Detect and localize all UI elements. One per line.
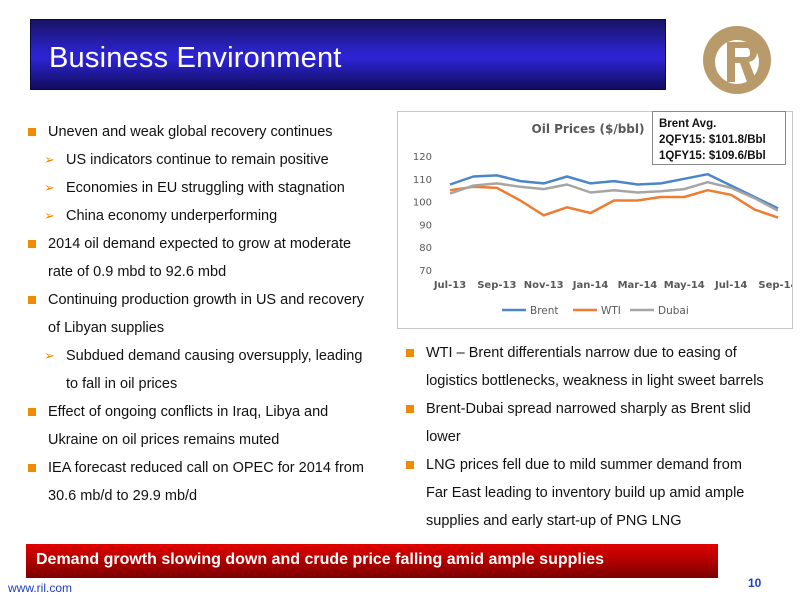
x-tick-label: Sep-13 xyxy=(477,280,516,291)
bullet-text: Continuing production growth in US and r… xyxy=(48,292,364,308)
x-tick-label: May-14 xyxy=(664,280,705,291)
y-tick-label: 70 xyxy=(419,266,432,277)
bullet-item: Brent-Dubai spread narrowed sharply as B… xyxy=(400,395,790,423)
summary-banner: Demand growth slowing down and crude pri… xyxy=(26,544,718,578)
reliance-logo-icon xyxy=(703,26,771,94)
bullet-text: logistics bottlenecks, weakness in light… xyxy=(426,373,764,389)
y-tick-label: 100 xyxy=(413,198,432,209)
bullet-item: 2014 oil demand expected to grow at mode… xyxy=(22,230,394,258)
title-bar: Business Environment xyxy=(30,19,666,90)
bullet-text: US indicators continue to remain positiv… xyxy=(66,152,329,168)
bullet-item: supplies and early start-up of PNG LNG xyxy=(400,507,790,535)
y-tick-label: 110 xyxy=(413,175,432,186)
arrow-bullet-icon: ➢ xyxy=(44,152,55,167)
bullet-text: of Libyan supplies xyxy=(48,320,165,336)
bullet-text: LNG prices fell due to mild summer deman… xyxy=(426,457,742,473)
bullet-item: WTI – Brent differentials narrow due to … xyxy=(400,339,790,367)
bullet-text: Brent-Dubai spread narrowed sharply as B… xyxy=(426,401,751,417)
bullet-item: Ukraine on oil prices remains muted xyxy=(22,426,394,454)
right-bullet-list: WTI – Brent differentials narrow due to … xyxy=(400,339,790,535)
bullet-text: China economy underperforming xyxy=(66,208,278,224)
bullet-text: WTI – Brent differentials narrow due to … xyxy=(426,345,737,361)
x-tick-label: Jan-14 xyxy=(572,280,609,291)
arrow-bullet-icon: ➢ xyxy=(44,348,55,363)
series-line-wti xyxy=(449,185,779,219)
bullet-item: Far East leading to inventory build up a… xyxy=(400,479,790,507)
bullet-item: ➢ US indicators continue to remain positi… xyxy=(22,146,394,174)
bullet-item: logistics bottlenecks, weakness in light… xyxy=(400,367,790,395)
x-tick-label: Sep-14 xyxy=(758,280,792,291)
bullet-text: Uneven and weak global recovery continue… xyxy=(48,124,333,140)
bullet-item: Uneven and weak global recovery continue… xyxy=(22,118,394,146)
y-tick-label: 120 xyxy=(413,152,432,163)
bullet-item: 30.6 mb/d to 29.9 mb/d xyxy=(22,482,394,510)
bullet-text: 30.6 mb/d to 29.9 mb/d xyxy=(48,488,198,504)
y-tick-label: 80 xyxy=(419,243,432,254)
page-number: 10 xyxy=(748,576,762,590)
legend-label-wti: WTI xyxy=(601,305,621,317)
bullet-text: Effect of ongoing conflicts in Iraq, Lib… xyxy=(48,404,329,420)
bullet-text: IEA forecast reduced call on OPEC for 20… xyxy=(48,460,364,476)
chart-title: Oil Prices ($/bbl) xyxy=(532,122,645,136)
bullet-text: Far East leading to inventory build up a… xyxy=(426,485,745,501)
bullet-text: Subdued demand causing oversupply, leadi… xyxy=(66,348,363,364)
summary-banner-text: Demand growth slowing down and crude pri… xyxy=(36,551,605,568)
bullet-item: of Libyan supplies xyxy=(22,314,394,342)
bullet-text: Ukraine on oil prices remains muted xyxy=(48,432,280,448)
left-bullet-list: Uneven and weak global recovery continue… xyxy=(22,118,394,510)
square-bullet-icon xyxy=(28,408,36,416)
bullet-item: LNG prices fell due to mild summer deman… xyxy=(400,451,790,479)
bullet-text: rate of 0.9 mbd to 92.6 mbd xyxy=(48,264,227,280)
arrow-bullet-icon: ➢ xyxy=(44,180,55,195)
callout-line3: 1QFY15: $109.6/Bbl xyxy=(659,150,766,162)
bullet-item: lower xyxy=(400,423,790,451)
bullet-text: 2014 oil demand expected to grow at mode… xyxy=(48,236,352,252)
y-tick-label: 90 xyxy=(419,220,432,231)
square-bullet-icon xyxy=(28,128,36,136)
bullet-item: to fall in oil prices xyxy=(22,370,394,398)
x-tick-label: Mar-14 xyxy=(618,280,658,291)
footer-url-link[interactable]: www.ril.com xyxy=(8,581,73,595)
square-bullet-icon xyxy=(406,349,414,357)
bullet-item: Continuing production growth in US and r… xyxy=(22,286,394,314)
bullet-text: to fall in oil prices xyxy=(66,376,178,392)
square-bullet-icon xyxy=(28,240,36,248)
bullet-item: ➢ China economy underperforming xyxy=(22,202,394,230)
square-bullet-icon xyxy=(28,464,36,472)
arrow-bullet-icon: ➢ xyxy=(44,208,55,223)
legend-label-dubai: Dubai xyxy=(658,305,689,317)
series-line-brent xyxy=(449,172,779,210)
x-tick-label: Nov-13 xyxy=(524,280,564,291)
series-line-dubai xyxy=(449,180,779,212)
page-title: Business Environment xyxy=(49,42,342,74)
callout-line2: 2QFY15: $101.8/Bbl xyxy=(659,134,766,146)
bullet-text: Economies in EU struggling with stagnati… xyxy=(66,180,345,196)
oil-price-chart-svg: Oil Prices ($/bbl) 70 80 90 100 110 120 Jul-13 S… xyxy=(413,122,792,317)
bullet-item: Effect of ongoing conflicts in Iraq, Lib… xyxy=(22,398,394,426)
bullet-text: supplies and early start-up of PNG LNG xyxy=(426,513,682,529)
bullet-text: lower xyxy=(426,429,461,445)
square-bullet-icon xyxy=(406,461,414,469)
x-tick-label: Jul-13 xyxy=(433,280,466,291)
callout-line1: Brent Avg. xyxy=(659,118,717,130)
bullet-item: ➢ Economies in EU struggling with stagnat… xyxy=(22,174,394,202)
x-tick-label: Jul-14 xyxy=(714,280,747,291)
brent-average-callout: Brent Avg. 2QFY15: $101.8/Bbl 1QFY15: $1… xyxy=(652,111,786,165)
square-bullet-icon xyxy=(28,296,36,304)
square-bullet-icon xyxy=(406,405,414,413)
legend-label-brent: Brent xyxy=(530,305,559,317)
bullet-item: IEA forecast reduced call on OPEC for 20… xyxy=(22,454,394,482)
bullet-item: ➢ Subdued demand causing oversupply, lead… xyxy=(22,342,394,370)
bullet-item: rate of 0.9 mbd to 92.6 mbd xyxy=(22,258,394,286)
